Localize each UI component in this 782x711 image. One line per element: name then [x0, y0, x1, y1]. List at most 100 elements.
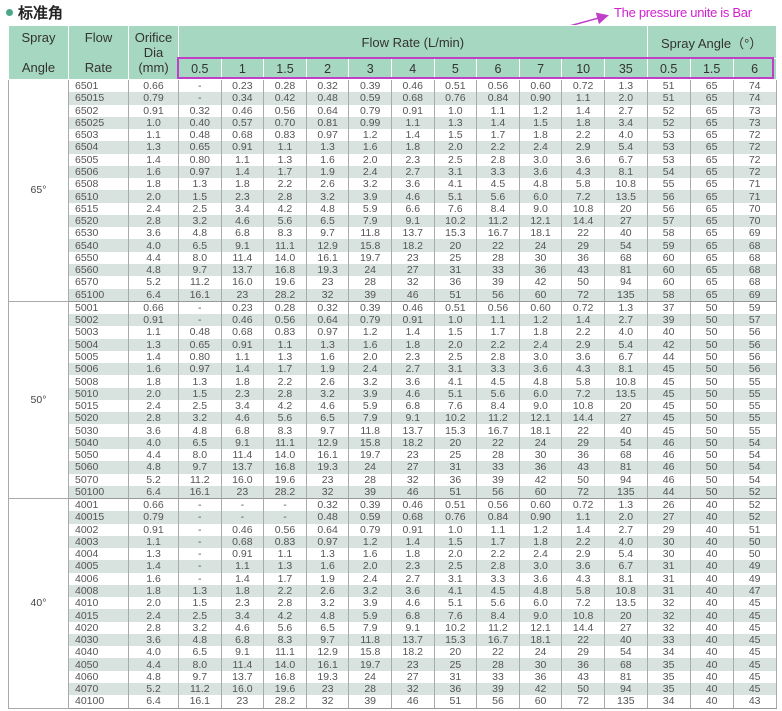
flow-rate-cell: 9.0 [518, 202, 563, 215]
flow-rate-cell: 3.2 [178, 214, 222, 228]
flow-rate-cell: 2.0 [433, 338, 478, 351]
flow-rate-cell: 1.7 [263, 363, 307, 376]
spray-angle-cell: 32 [646, 597, 691, 610]
flow-rate-cell: 1.3 [305, 141, 350, 154]
flow-rate-cell: 42 [518, 683, 563, 696]
nozzle-code: 5070 [68, 473, 129, 486]
flow-rate-cell: 5.4 [603, 141, 648, 154]
flow-rate-cell: 1.3 [305, 338, 350, 351]
flow-rate-cell: 0.83 [263, 326, 307, 339]
flow-rate-cell: 9.1 [390, 214, 435, 228]
spray-angle-cell: 65 [689, 129, 734, 142]
orifice-dia: 4.8 [128, 670, 179, 684]
orifice-dia: 2.4 [128, 202, 179, 215]
spray-angle-cell: 52 [646, 104, 691, 117]
flow-rate-cell: 0.48 [178, 129, 222, 142]
nozzle-code: 4005 [68, 560, 129, 573]
flow-rate-cell: 43 [561, 670, 605, 684]
flow-rate-cell: 0.90 [518, 511, 563, 524]
flow-rate-cell: 0.32 [305, 79, 350, 93]
flow-rate-cell: 0.91 [390, 523, 435, 536]
flow-rate-cell: 5.1 [433, 597, 478, 610]
flow-rate-cell: 7.6 [433, 609, 478, 622]
flow-rate-cell: 27 [603, 214, 648, 228]
flow-rate-cell: 1.1 [561, 92, 605, 105]
flow-rate-cell: 18.2 [390, 239, 435, 252]
spray-angle-cell: 52 [646, 116, 691, 130]
flow-rate-cell: 0.56 [263, 104, 307, 117]
flow-rate-cell: 16.7 [476, 424, 520, 437]
spray-angle-cell: 65 [689, 288, 734, 302]
spray-angle-group-label: 40° [8, 498, 69, 709]
flow-rate-cell: 13.7 [390, 633, 435, 647]
flow-rate-cell: 3.2 [178, 412, 222, 425]
spray-angle-cell: 65 [689, 214, 734, 228]
flow-rate-cell: 135 [603, 695, 648, 709]
header-flow-rate-group: Flow Rate (L/min) [178, 25, 648, 59]
spray-angle-cell: 40 [689, 523, 734, 536]
flow-rate-cell: 1.5 [518, 116, 563, 130]
flow-rate-cell: 1.0 [433, 314, 478, 327]
orifice-dia: 3.6 [128, 633, 179, 647]
flow-rate-cell: 0.56 [263, 314, 307, 327]
spray-angle-group-label: 65° [8, 79, 69, 302]
flow-rate-cell: 30 [518, 658, 563, 671]
angle-pressure-header: 0.5 [646, 58, 691, 80]
table-row: 6560 4.8 9.7 13.7 16.8 19.3 24 27 31 33 36 43 81 60 65… [9, 263, 777, 277]
table-row: 4002 0.91-0.46 0.56 0.64 0.79 0.91 1.0 1.1 1.2 1.… [9, 523, 777, 536]
nozzle-code: 6530 [68, 227, 129, 240]
flow-rate-cell: 43 [561, 461, 605, 474]
spray-angle-cell: 53 [646, 141, 691, 154]
spray-angle-cell: 50 [689, 399, 734, 413]
flow-rate-cell: 72 [561, 485, 605, 500]
flow-rate-cell: 94 [603, 683, 648, 696]
flow-rate-cell: 2.0 [433, 548, 478, 561]
spray-angle-cell: 47 [732, 584, 777, 598]
spray-angle-cell: 42 [646, 338, 691, 351]
flow-rate-cell: 0.59 [348, 511, 392, 524]
flow-rate-cell: 0.79 [348, 104, 392, 117]
flow-rate-cell: 10.8 [603, 584, 648, 598]
flow-rate-cell: 6.5 [178, 646, 222, 659]
flow-rate-cell: 5.6 [476, 597, 520, 610]
flow-rate-cell: - [178, 572, 222, 585]
flow-rate-cell: 10.8 [561, 609, 605, 622]
flow-rate-cell: 2.4 [518, 338, 563, 351]
orifice-dia: 0.91 [128, 314, 179, 327]
pressure-header: 7 [518, 58, 563, 80]
table-row: 5002 0.91-0.46 0.56 0.64 0.79 0.91 1.0 1.1 1.2 1.… [9, 314, 777, 327]
spray-angle-cell: 65 [689, 116, 734, 130]
flow-rate-cell: 4.1 [433, 375, 478, 388]
table-row: 4020 2.8 3.2 4.6 5.6 6.5 7.9 9.1 10.2 11.2 12.1 14.… [9, 621, 777, 634]
spray-angle-cell: 49 [732, 572, 777, 585]
flow-rate-cell: 16.8 [263, 263, 307, 277]
flow-rate-cell: 28 [348, 276, 392, 289]
orifice-dia: 2.0 [128, 190, 179, 203]
flow-rate-cell: 16.1 [178, 288, 222, 302]
flow-rate-cell: 2.7 [390, 165, 435, 179]
flow-rate-cell: 4.0 [603, 129, 648, 142]
flow-rate-cell: 16.1 [305, 448, 350, 462]
flow-rate-cell: 1.3 [603, 498, 648, 512]
flow-rate-cell: 1.9 [305, 165, 350, 179]
table-row: 5040 4.0 6.5 9.1 11.1 12.9 15.8 18.2 20 22 24 29 54 4… [9, 436, 777, 449]
flow-rate-cell: 1.1 [476, 104, 520, 117]
flow-rate-cell: 46 [390, 695, 435, 709]
flow-rate-cell: 2.6 [305, 375, 350, 388]
table-row: 5070 5.2 11.2 16.0 19.6 23 28 32 36 39 42 50 94 46 50 5… [9, 473, 777, 486]
flow-rate-cell: 23 [390, 251, 435, 264]
flow-rate-cell: 0.97 [305, 129, 350, 142]
spray-angle-cell: 52 [732, 511, 777, 524]
flow-rate-cell: 16.8 [263, 461, 307, 474]
flow-rate-cell: 0.56 [476, 301, 520, 315]
spray-angle-cell: 45 [732, 683, 777, 696]
header-spray-angle: Spray Angle [8, 25, 69, 80]
spray-angle-cell: 50 [689, 473, 734, 486]
pressure-header: 1 [220, 58, 265, 80]
orifice-dia: 0.79 [128, 511, 179, 524]
table-row: 65° 6501 0.66-0.23 0.28 0.32 0.39 0.46 0.51 0.56… [8, 79, 777, 302]
flow-rate-cell: 22 [561, 424, 605, 437]
flow-rate-cell: 31 [433, 263, 478, 277]
flow-rate-cell: 1.1 [263, 338, 307, 351]
spray-angle-cell: 65 [689, 153, 734, 166]
